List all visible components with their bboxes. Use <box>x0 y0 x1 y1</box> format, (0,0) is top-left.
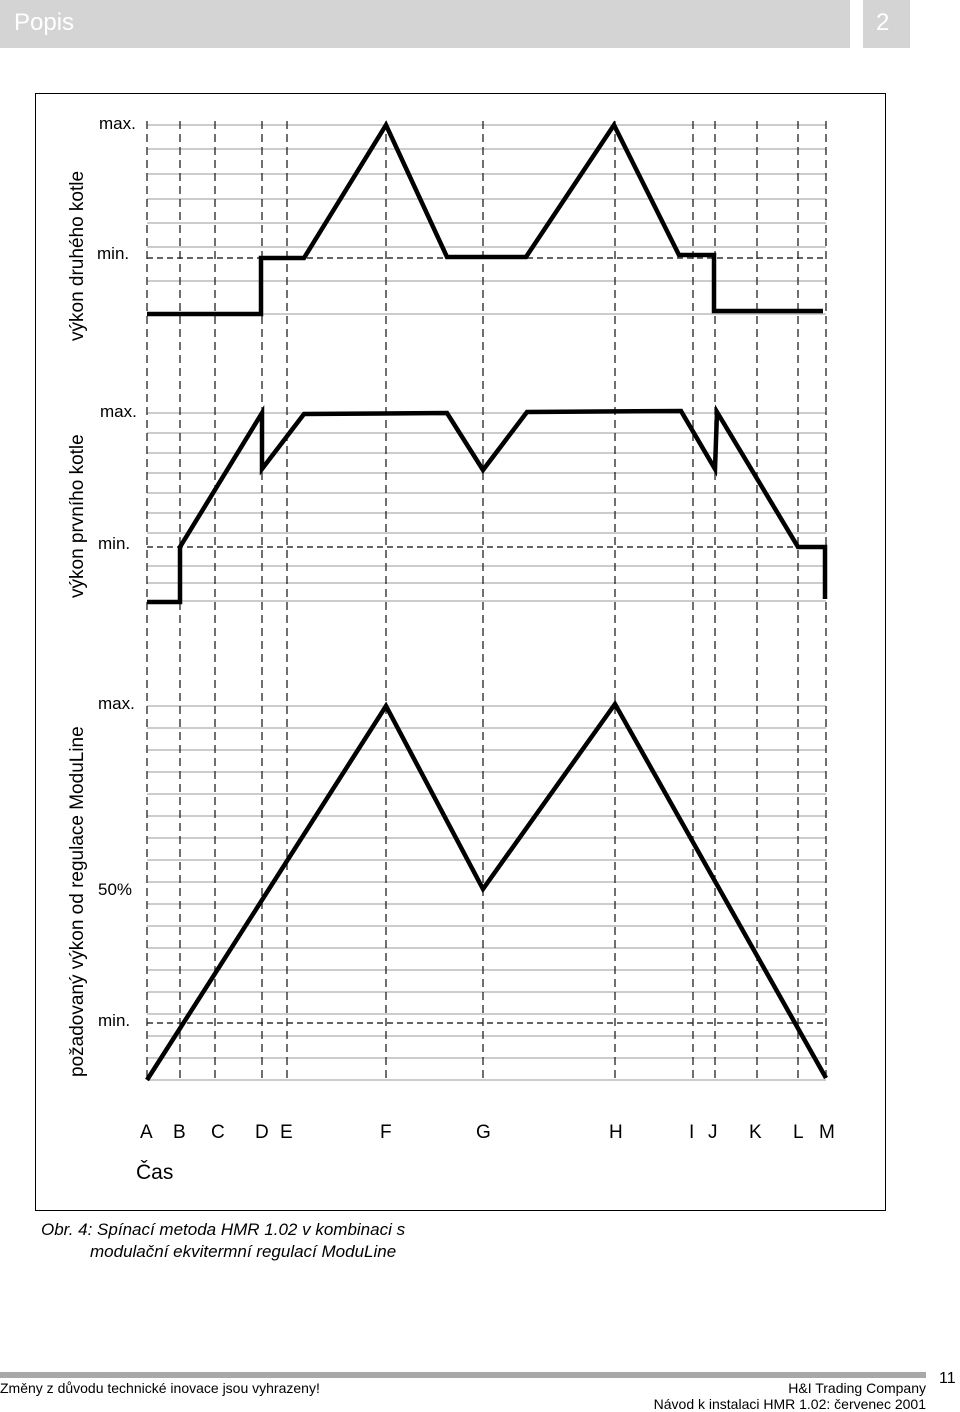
time-label-g: G <box>476 1122 491 1143</box>
tick-label: min. <box>98 1011 130 1030</box>
tick-label: max. <box>99 114 136 133</box>
panel-ylabel: výkon prvního kotle <box>67 434 88 598</box>
figure-caption: Obr. 4: Spínací metoda HMR 1.02 v kombin… <box>41 1219 405 1263</box>
time-axis-label: Čas <box>136 1161 173 1184</box>
section-title: Popis <box>14 9 75 36</box>
footer-company: H&I Trading Company <box>788 1380 926 1396</box>
signal-curves <box>145 120 828 1082</box>
moduline-demand-curve <box>145 699 828 1082</box>
header-bar: Popis <box>0 0 850 48</box>
time-label-d: D <box>255 1122 269 1143</box>
footer-rule <box>0 1372 926 1378</box>
tick-label: max. <box>98 694 135 713</box>
time-label-l: L <box>793 1122 804 1143</box>
figure-frame: max. min. max. min. max. 50% min. výkon druhého… <box>35 93 886 1211</box>
section-number: 2 <box>876 9 890 36</box>
time-label-m: M <box>819 1122 835 1143</box>
page-number: 11 <box>939 1370 956 1387</box>
time-label-a: A <box>140 1122 153 1143</box>
timing-diagram: max. min. max. min. max. 50% min. výkon druhého… <box>67 114 835 1184</box>
time-label-e: E <box>280 1122 293 1143</box>
grid-lines <box>147 124 826 1081</box>
caption-line-1: Obr. 4: Spínací metoda HMR 1.02 v kombin… <box>41 1220 406 1239</box>
tick-label: max. <box>100 402 137 421</box>
tick-label: min. <box>97 244 129 263</box>
panel-ylabel: výkon druhého kotle <box>67 171 88 341</box>
tick-label: min. <box>98 534 130 553</box>
time-label-j: J <box>708 1122 718 1143</box>
section-number-box: 2 <box>863 0 910 48</box>
footer-notice: Změny z důvodu technické inovace jsou vy… <box>0 1380 320 1396</box>
time-label-f: F <box>380 1122 392 1143</box>
time-label-h: H <box>609 1122 623 1143</box>
second-boiler-curve <box>147 120 823 317</box>
first-boiler-curve <box>147 404 828 605</box>
time-label-i: I <box>689 1122 694 1143</box>
time-label-k: K <box>749 1122 762 1143</box>
diagram-labels: max. min. max. min. max. 50% min. výkon druhého… <box>67 114 835 1184</box>
time-lines <box>146 121 827 1081</box>
caption-line-2: modulační ekvitermní regulací ModuLine <box>90 1242 397 1261</box>
footer-document: Návod k instalaci HMR 1.02: červenec 200… <box>653 1396 926 1412</box>
tick-label: 50% <box>98 880 132 899</box>
panel-ylabel: požadovaný výkon od regulace ModuLine <box>67 726 88 1077</box>
time-label-b: B <box>173 1122 186 1143</box>
time-label-c: C <box>211 1122 225 1143</box>
